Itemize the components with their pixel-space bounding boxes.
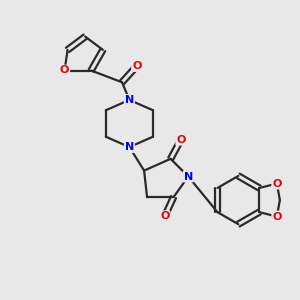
Text: O: O xyxy=(160,211,169,221)
Text: N: N xyxy=(184,172,193,182)
Text: O: O xyxy=(272,212,282,221)
Text: N: N xyxy=(125,142,134,152)
Text: O: O xyxy=(60,65,69,76)
Text: O: O xyxy=(176,135,186,145)
Text: O: O xyxy=(272,178,282,189)
Text: O: O xyxy=(132,61,141,71)
Text: N: N xyxy=(125,95,134,105)
